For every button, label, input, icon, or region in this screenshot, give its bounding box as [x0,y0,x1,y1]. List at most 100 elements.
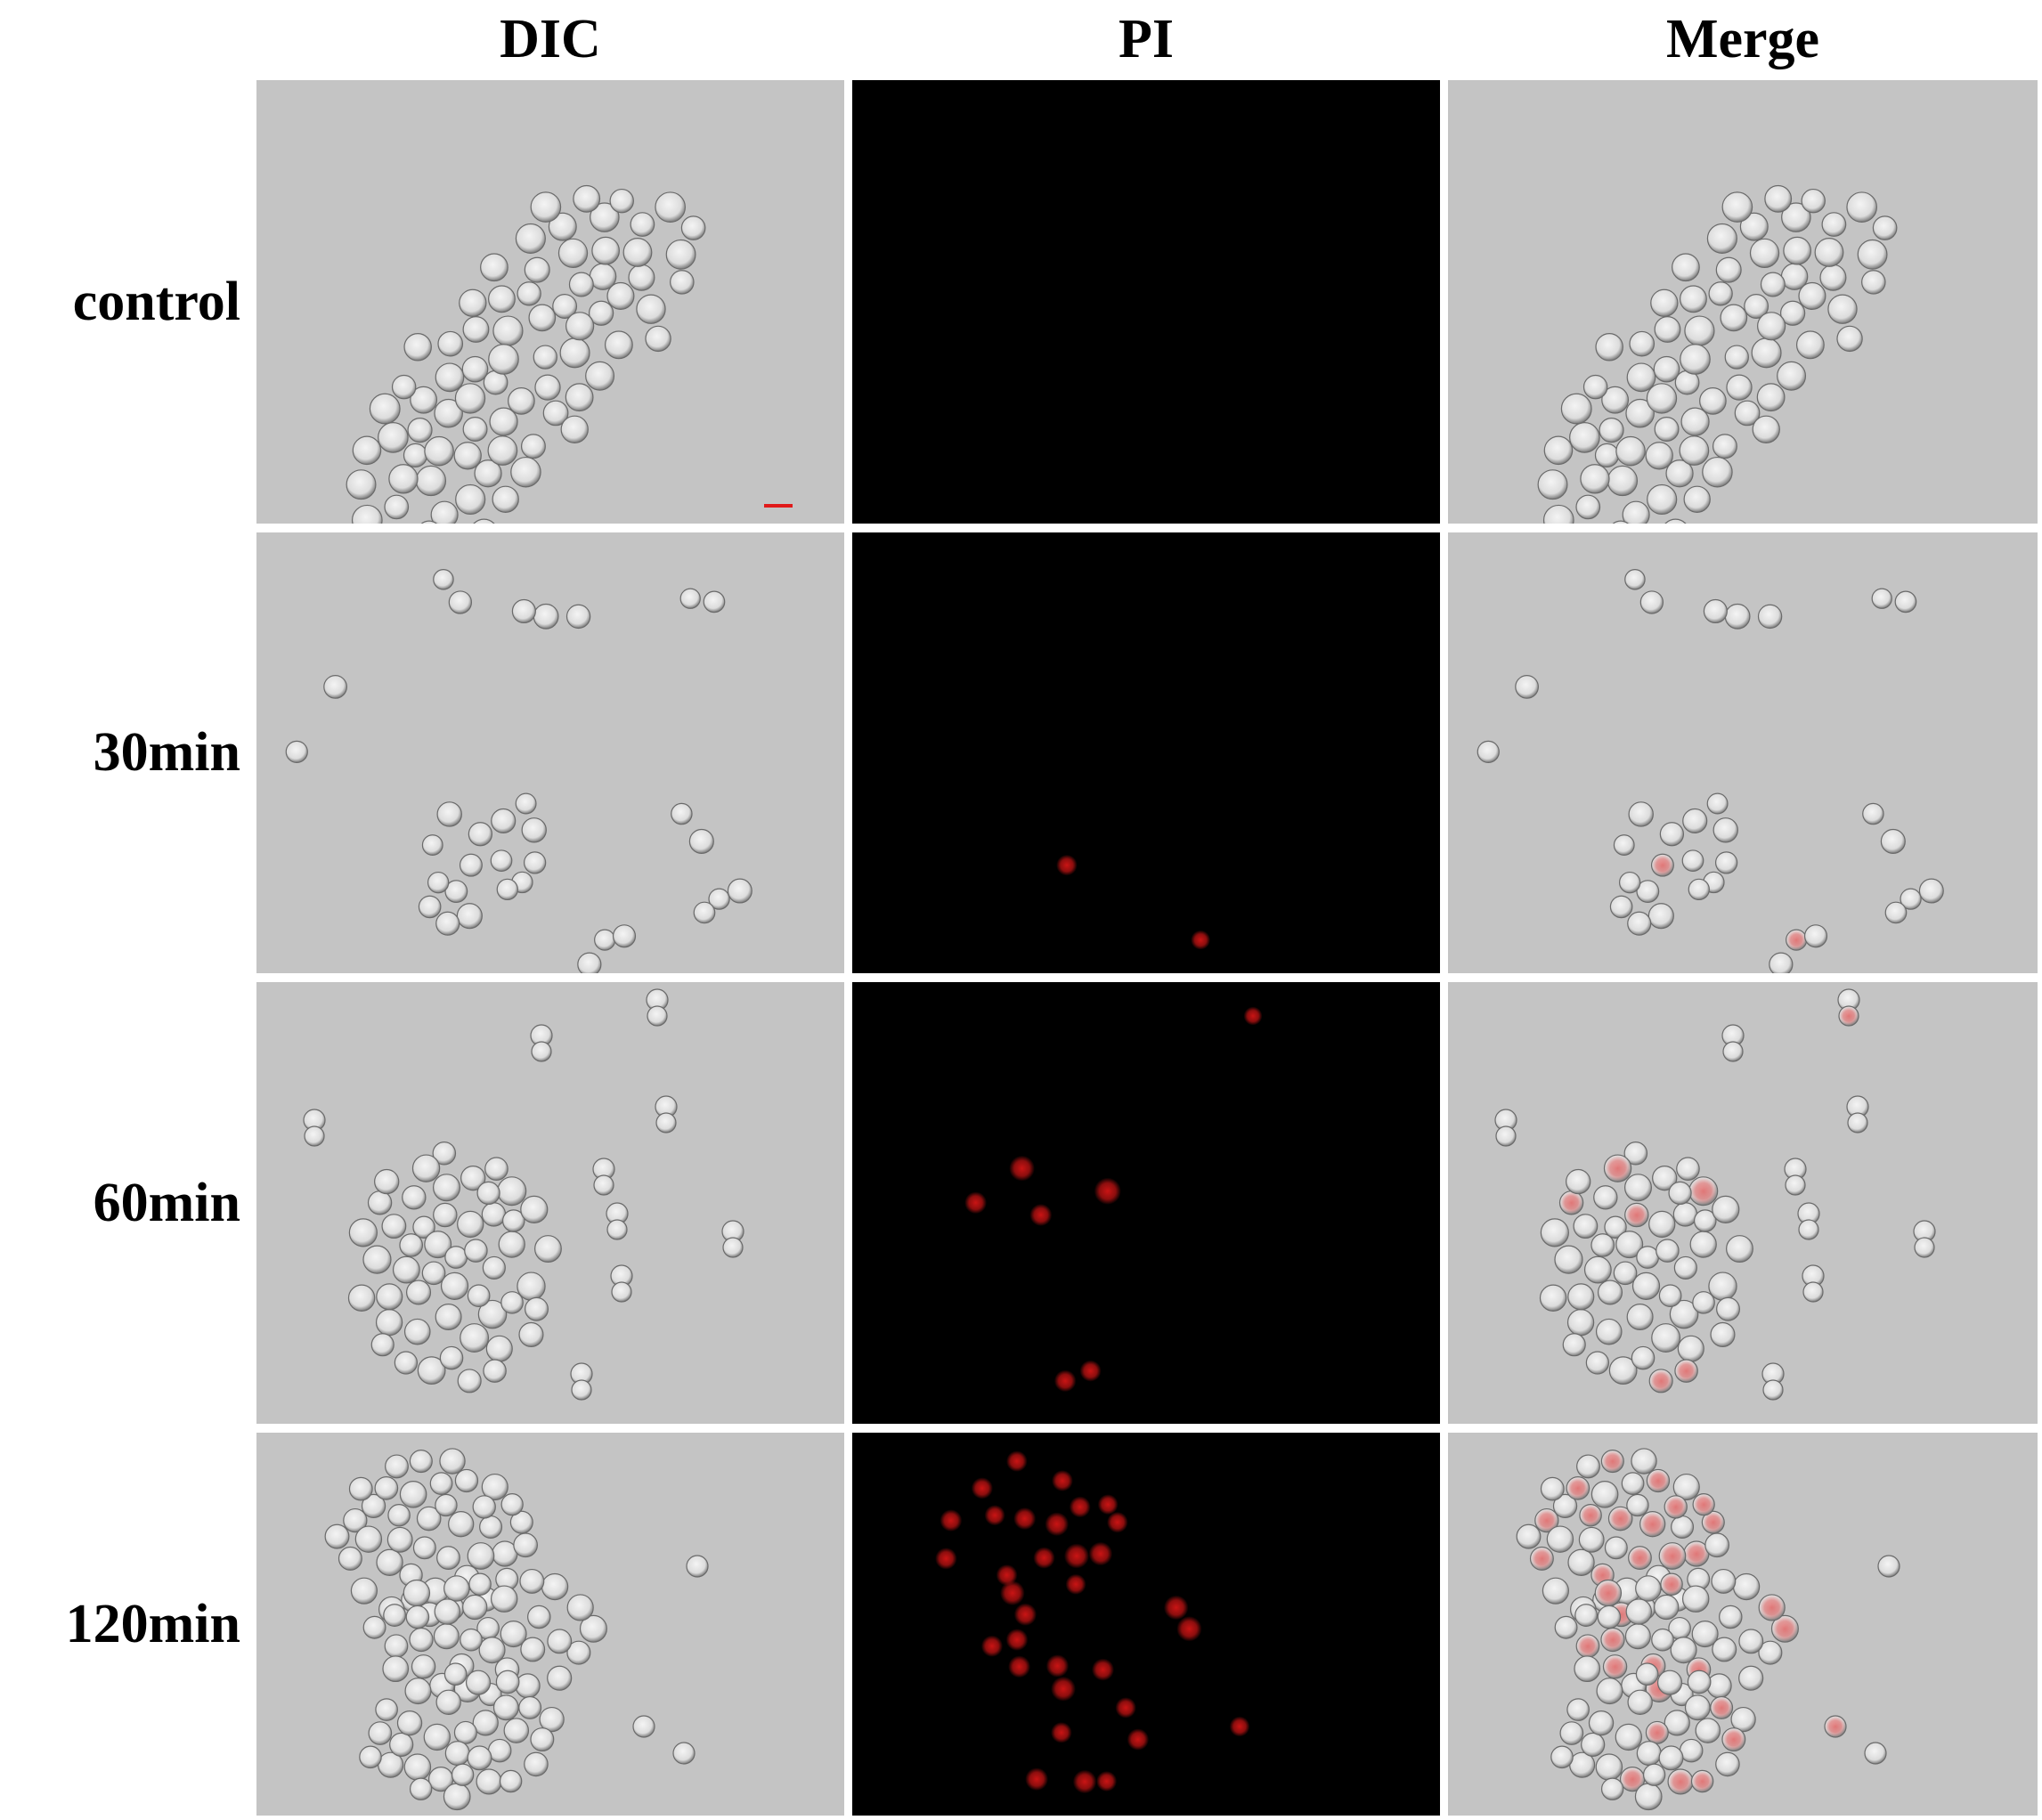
yeast-cell [361,1493,386,1519]
120min-merge-panel [1448,1433,2038,1816]
yeast-cell [427,871,450,894]
panel-background [1448,80,2038,524]
yeast-cell [434,1598,461,1625]
yeast-cell [542,400,569,427]
row-label-30min: 30min [93,722,240,783]
pi-stained-cell [1013,1507,1037,1531]
pi-stained-cell [1629,1547,1651,1569]
yeast-cell [501,1209,525,1232]
pi-stained-cell [1693,1494,1714,1515]
yeast-cell [474,459,502,488]
yeast-cell [1540,1218,1569,1247]
pi-stained-cell [1684,1541,1709,1566]
yeast-cell [323,675,347,699]
yeast-cell [411,1154,441,1182]
pi-stained-cell [1097,1494,1119,1515]
yeast-cell [467,1284,491,1308]
yeast-cell [1595,1318,1623,1345]
yeast-cell [491,808,517,834]
yeast-cell [1695,1718,1721,1743]
yeast-cell [418,895,442,919]
yeast-cell [1625,398,1655,428]
yeast-cell [1689,1231,1717,1258]
yeast-cell [1636,1741,1662,1767]
yeast-cell [1814,238,1844,267]
yeast-cell [511,598,536,624]
yeast-cell [444,1246,468,1269]
yeast-cell [1846,191,1877,223]
yeast-cell [490,849,513,873]
yeast-cell [1656,1670,1683,1695]
yeast-cell [437,330,464,357]
yeast-cell [352,435,382,466]
yeast-cell [1734,400,1761,427]
control-dic-micrograph [256,80,844,524]
yeast-cell [548,212,577,241]
yeast-cell [1801,188,1826,214]
yeast-cell [1595,333,1623,362]
yeast-cell [588,300,614,326]
yeast-cell [612,924,637,948]
yeast-cell [1550,1745,1574,1769]
yeast-cell [531,1041,552,1062]
yeast-cell [1681,1585,1710,1613]
yeast-cell [430,500,459,524]
yeast-cell [1884,901,1908,924]
yeast-cell [557,238,589,268]
yeast-cell [1783,236,1811,265]
yeast-cell [1777,361,1807,391]
yeast-cell [346,469,377,500]
pi-stained-cell [1535,1509,1558,1532]
yeast-cell [1862,802,1884,825]
yeast-cell [1665,459,1694,488]
yeast-cell [1857,239,1888,270]
yeast-cell [1635,1575,1662,1602]
yeast-cell [462,417,488,442]
yeast-cell [1914,1237,1935,1258]
yeast-cell [1651,1323,1681,1353]
yeast-cell [1567,1548,1595,1576]
yeast-cell [1560,393,1592,425]
yeast-cell [1672,253,1700,282]
yeast-cell [384,1634,409,1659]
yeast-cell [1650,288,1679,317]
yeast-cell [1712,434,1737,459]
yeast-cell [454,383,486,414]
30min-merge-panel [1448,532,2038,973]
yeast-cell [528,304,557,332]
panel-background [1448,982,2038,1424]
yeast-cell [1802,1281,1824,1303]
yeast-cell [1543,435,1574,466]
yeast-cell [622,238,653,267]
yeast-cell [573,184,601,213]
yeast-cell [304,1125,325,1147]
yeast-cell [1680,344,1711,375]
yeast-cell [1618,871,1641,894]
yeast-cell [500,1291,524,1314]
yeast-cell [727,878,753,904]
yeast-cell [477,1299,508,1329]
pi-stained-cell [1000,1580,1025,1605]
yeast-cell [472,1710,499,1736]
yeast-cell [462,316,490,343]
yeast-cell [1477,740,1500,763]
yeast-cell [520,434,546,459]
yeast-cell [1871,588,1892,609]
yeast-cell [1677,1335,1704,1362]
yeast-cell [348,1476,373,1501]
pi-stained-cell [1094,1177,1121,1205]
control-dic-panel [256,80,844,524]
yeast-cell [1658,1745,1684,1771]
yeast-cell [520,1195,549,1223]
yeast-cell [383,1604,406,1627]
yeast-cell [403,1318,431,1345]
yeast-cell [412,1215,435,1239]
pi-stained-cell [1163,1595,1189,1621]
pi-stained-cell [1664,1496,1687,1518]
column-label-pi: PI [1119,8,1174,69]
yeast-cell [407,418,433,443]
pi-stained-cell [1722,1728,1745,1751]
pi-stained-cell [1063,1543,1089,1569]
pi-stained-cell [1625,1204,1648,1226]
yeast-cell [1738,1665,1764,1691]
